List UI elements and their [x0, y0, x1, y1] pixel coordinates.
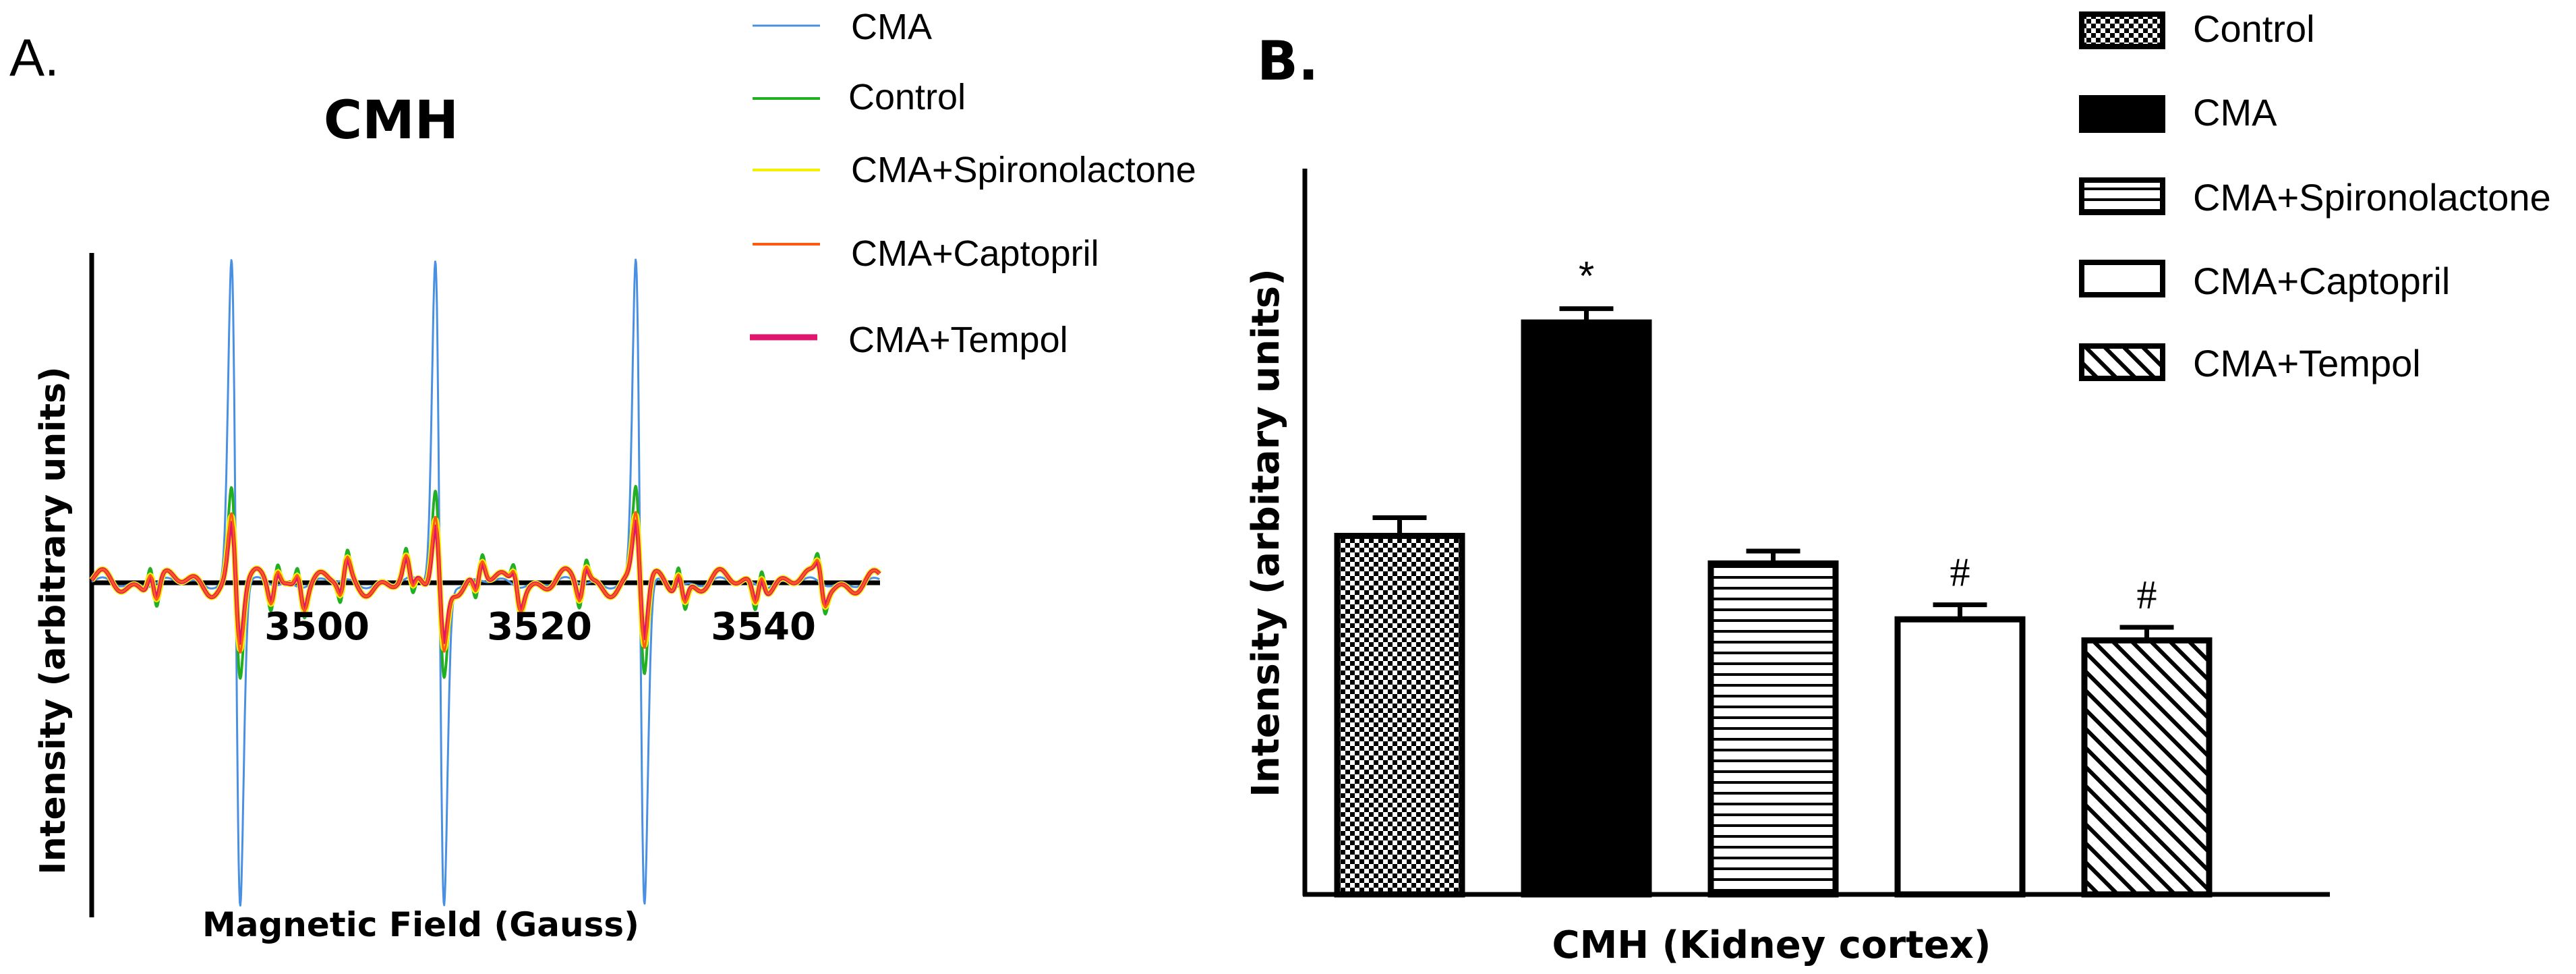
bar-legend-label-control: Control	[2193, 7, 2315, 50]
bar-legend-item-cma: CMA	[2079, 91, 2277, 134]
bar-legend-swatch-control	[2079, 11, 2165, 49]
panel-a: A. CMH Intensity (arbitrary units) Magne…	[9, 7, 1196, 944]
bar-marks: * # #	[1334, 254, 2213, 898]
panel-a-label: A.	[9, 28, 59, 87]
legend-item-spironolactone: CMA+Spironolactone	[753, 150, 1196, 190]
legend-item-tempol: CMA+Tempol	[750, 320, 1068, 360]
panel-b-label: B.	[1257, 30, 1318, 92]
bar-control	[1334, 532, 1465, 898]
spectrum-title: CMH	[324, 90, 459, 151]
x-tick-3500: 3500	[264, 605, 370, 649]
bar-legend-label-spironolactone: CMA+Spironolactone	[2193, 176, 2551, 219]
bar-legend-swatch-tempol	[2079, 343, 2165, 381]
bar-legend-item-captopril: CMA+Captopril	[2079, 260, 2450, 302]
legend-item-control: Control	[753, 77, 966, 117]
significance-cma: *	[1579, 254, 1594, 299]
spectrum-x-label: Magnetic Field (Gauss)	[202, 905, 639, 944]
bar-cma-captopril	[1894, 616, 2026, 898]
bar-legend: Control CMA CMA+Spironolactone CMA+Capto…	[2079, 7, 2551, 384]
significance-cma-captopril: #	[1950, 550, 1970, 595]
legend-label-cma: CMA	[851, 7, 932, 47]
bar-legend-item-control: Control	[2079, 7, 2315, 50]
trace-cma-captopril	[90, 511, 881, 654]
bar-legend-item-tempol: CMA+Tempol	[2079, 342, 2421, 384]
bar-cma-tempol	[2081, 637, 2213, 898]
legend-item-cma: CMA	[753, 7, 932, 47]
legend-label-tempol: CMA+Tempol	[848, 320, 1068, 360]
x-tick-3520: 3520	[487, 605, 592, 649]
spectrum-y-label: Intensity (arbitrary units)	[33, 366, 74, 874]
legend-label-spironolactone: CMA+Spironolactone	[851, 150, 1196, 190]
bar-cma-spironolactone	[1707, 560, 1839, 898]
bar-legend-swatch-cma	[2079, 95, 2165, 133]
legend-label-control: Control	[848, 77, 966, 117]
legend-label-captopril: CMA+Captopril	[851, 233, 1099, 274]
bar-legend-swatch-captopril	[2079, 260, 2165, 297]
bar-legend-swatch-spironolactone	[2079, 177, 2165, 215]
bar-legend-label-tempol: CMA+Tempol	[2193, 342, 2421, 384]
significance-cma-tempol: #	[2137, 573, 2157, 617]
panel-b: B. Intensity (arbitary units) CMH (Kidne…	[1244, 7, 2551, 967]
x-tick-3540: 3540	[711, 605, 816, 649]
legend-item-captopril: CMA+Captopril	[753, 233, 1099, 274]
bar-legend-label-captopril: CMA+Captopril	[2193, 260, 2450, 302]
bar-x-label: CMH (Kidney cortex)	[1552, 923, 1991, 967]
bar-legend-item-spironolactone: CMA+Spironolactone	[2079, 176, 2551, 219]
bar-legend-label-cma: CMA	[2193, 91, 2277, 134]
bar-y-label: Intensity (arbitary units)	[1244, 268, 1288, 797]
bar-cma	[1521, 319, 1652, 898]
spectrum-traces	[89, 258, 882, 907]
spectrum-legend: CMA Control CMA+Spironolactone CMA+Capto…	[750, 7, 1196, 360]
